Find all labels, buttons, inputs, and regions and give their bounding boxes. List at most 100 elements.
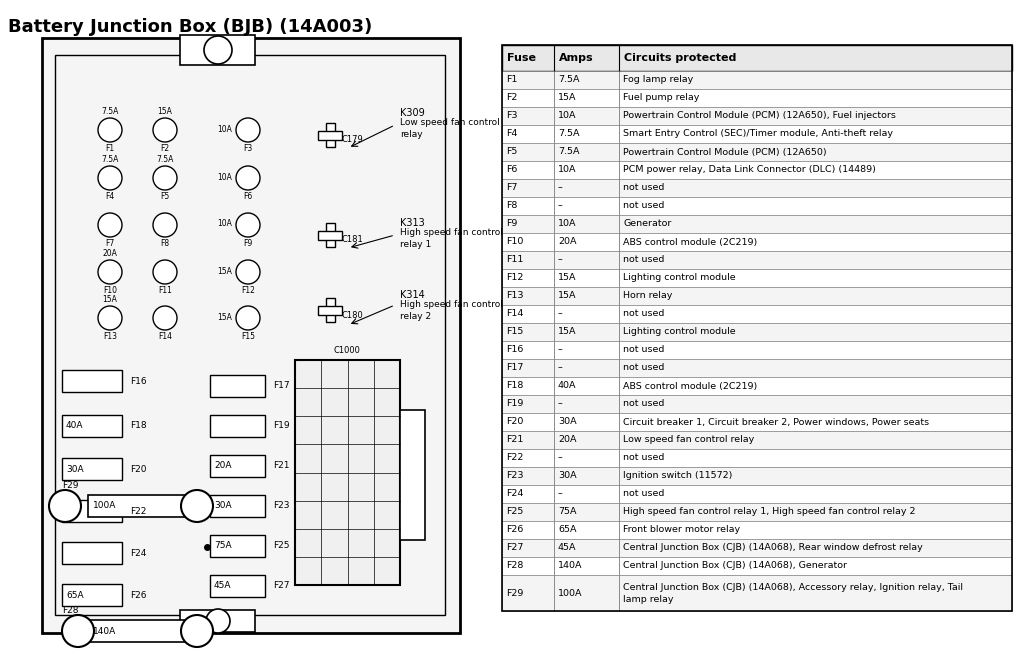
Text: C181: C181 [342,236,364,245]
Text: F24: F24 [130,548,146,558]
Text: Low speed fan control: Low speed fan control [400,118,500,127]
Text: F26: F26 [506,525,523,535]
Bar [619,107,1012,125]
Text: –: – [558,184,563,192]
Bar [295,360,400,585]
Bar [619,341,1012,359]
Text: F27: F27 [506,544,523,552]
Text: F11: F11 [506,255,523,264]
Bar [326,223,335,247]
Text: 100A: 100A [93,501,117,510]
Text: 30A: 30A [66,464,84,474]
Bar [502,413,554,431]
Text: F19: F19 [506,400,523,409]
Text: F2: F2 [506,94,517,102]
Circle shape [204,36,232,64]
Bar [502,305,554,323]
Bar [502,89,554,107]
Bar [318,131,342,140]
Text: F10: F10 [103,286,117,295]
Circle shape [236,166,260,190]
Text: F28: F28 [62,606,79,615]
Bar [502,539,554,557]
Bar [619,197,1012,215]
Bar [554,233,619,251]
Text: lamp relay: lamp relay [623,596,673,604]
Text: 10A: 10A [558,165,576,174]
Bar [619,503,1012,521]
Circle shape [236,306,260,330]
Text: F14: F14 [506,310,523,319]
Bar [619,431,1012,449]
Bar [502,575,554,611]
Text: K313: K313 [400,218,425,228]
Text: F23: F23 [273,501,289,510]
Bar [554,71,619,89]
Text: 40A: 40A [66,422,84,430]
Text: not used: not used [623,255,664,264]
Bar [619,251,1012,269]
Text: Lighting control module: Lighting control module [623,327,736,337]
Text: relay 1: relay 1 [400,240,431,249]
Bar [619,467,1012,485]
Text: F20: F20 [130,464,146,474]
Text: Powertrain Control Module (PCM) (12A650): Powertrain Control Module (PCM) (12A650) [623,148,827,157]
Text: Circuits protected: Circuits protected [624,53,737,63]
Bar [55,55,445,615]
Text: F10: F10 [506,237,523,247]
Text: F13: F13 [506,291,523,300]
Bar [619,305,1012,323]
Circle shape [49,490,81,522]
Bar [619,449,1012,467]
Bar [502,341,554,359]
Bar [619,413,1012,431]
Bar [62,458,122,480]
Text: F7: F7 [506,184,517,192]
Text: relay: relay [400,130,423,139]
Text: not used: not used [623,400,664,409]
Text: F8: F8 [160,239,170,248]
Text: –: – [558,201,563,211]
Bar [502,323,554,341]
Bar [62,415,122,437]
Bar [180,35,256,65]
Text: K314: K314 [400,290,425,300]
Bar [502,269,554,287]
Text: –: – [558,489,563,499]
Circle shape [98,213,122,237]
Bar [554,161,619,179]
Text: F29: F29 [506,588,523,598]
Circle shape [98,166,122,190]
Text: F4: F4 [105,192,114,201]
Circle shape [153,118,177,142]
Bar [619,233,1012,251]
Text: F14: F14 [158,332,172,341]
Bar [502,503,554,521]
Text: F1: F1 [506,75,517,85]
Bar [619,143,1012,161]
Bar [318,231,342,240]
Bar [502,215,554,233]
Bar [400,410,425,540]
Text: Smart Entry Control (SEC)/Timer module, Anti-theft relay: Smart Entry Control (SEC)/Timer module, … [623,129,893,138]
Bar [554,395,619,413]
Text: 7.5A: 7.5A [558,129,579,138]
Text: 10A: 10A [217,125,232,134]
Text: not used: not used [623,489,664,499]
Text: 75A: 75A [214,541,232,550]
Bar [554,197,619,215]
Text: F18: F18 [130,422,146,430]
Text: F7: F7 [105,239,114,248]
Text: 45A: 45A [558,544,576,552]
Text: F25: F25 [273,541,289,550]
Bar [554,287,619,305]
Text: –: – [558,453,563,462]
Bar [502,287,554,305]
Circle shape [98,118,122,142]
Bar [210,495,265,517]
Bar [619,359,1012,377]
Text: Central Junction Box (CJB) (14A068), Accessory relay, Ignition relay, Tail: Central Junction Box (CJB) (14A068), Acc… [623,583,963,592]
Text: F8: F8 [506,201,517,211]
Text: 15A: 15A [217,266,232,276]
Bar [554,323,619,341]
